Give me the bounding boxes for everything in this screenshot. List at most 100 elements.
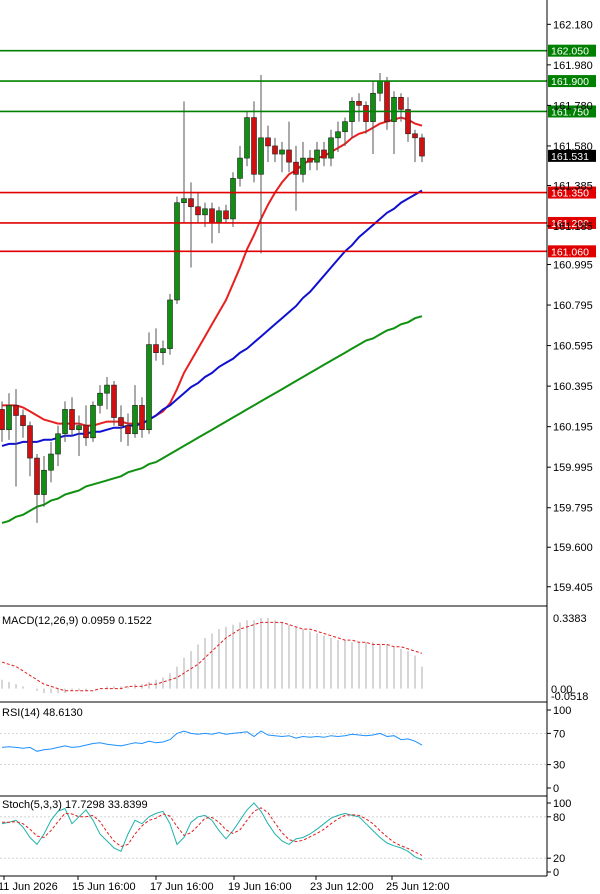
time-tick-label: 11 Jun 2026 bbox=[0, 881, 58, 893]
candle-body bbox=[55, 433, 61, 455]
level-label-bg bbox=[548, 245, 596, 258]
level-label: 161.900 bbox=[551, 76, 589, 88]
current-price-bg bbox=[548, 149, 596, 162]
candle-body bbox=[76, 425, 82, 430]
macd-panel: MACD(12,26,9) 0.0959 0.1522 0.3383 0.00 … bbox=[1, 613, 588, 703]
price-panel[interactable]: 162.050 161.900 161.750 161.350 161.200 161.0… bbox=[0, 19, 596, 594]
stoch-tick-label: 80 bbox=[553, 812, 565, 824]
candle-body bbox=[244, 117, 250, 159]
macd-axis-zero: 0.00 bbox=[551, 684, 572, 696]
time-tick-label: 25 Jun 12:00 bbox=[386, 881, 450, 893]
candle-body bbox=[342, 121, 348, 133]
candle-body bbox=[223, 210, 229, 220]
time-tick-label: 17 Jun 16:00 bbox=[150, 881, 214, 893]
stoch-tick-label: 20 bbox=[553, 853, 565, 865]
level-label: 161.200 bbox=[551, 218, 589, 230]
candle-body bbox=[251, 117, 257, 175]
moving-average-line bbox=[1, 315, 423, 524]
candle-body bbox=[167, 299, 173, 349]
candle-body bbox=[307, 157, 313, 163]
candle-body bbox=[125, 425, 131, 435]
candle-body bbox=[195, 206, 201, 216]
price-tick-label: 161.980 bbox=[553, 60, 593, 72]
rsi-tick-label: 30 bbox=[553, 760, 565, 772]
candle-body bbox=[6, 405, 12, 430]
price-tick-label: 159.995 bbox=[553, 462, 593, 474]
candle-body bbox=[321, 149, 327, 159]
candle-body bbox=[258, 137, 264, 175]
candle-body bbox=[146, 344, 152, 430]
candle-body bbox=[181, 198, 187, 203]
level-label: 161.750 bbox=[551, 106, 589, 118]
price-tick-label: 162.180 bbox=[553, 19, 593, 31]
time-tick-label: 19 Jun 16:00 bbox=[228, 881, 292, 893]
price-tick-label: 161.780 bbox=[553, 100, 593, 112]
candle-body bbox=[335, 131, 341, 139]
candle-body bbox=[48, 453, 54, 471]
macd-label: MACD(12,26,9) 0.0959 0.1522 bbox=[2, 615, 152, 627]
level-label-bg bbox=[548, 105, 596, 118]
candle-body bbox=[20, 415, 26, 426]
time-axis: 11 Jun 2026 15 Jun 16:00 17 Jun 16:00 19 Ju… bbox=[0, 876, 450, 893]
candle-body bbox=[377, 80, 383, 94]
candle-body bbox=[27, 425, 33, 459]
price-tick-label: 161.185 bbox=[553, 221, 593, 233]
macd-axis-bottom: -0.0518 bbox=[551, 691, 588, 703]
stoch-tick-label: 0 bbox=[553, 867, 559, 879]
stoch-panel: Stoch(5,3,3) 17.7298 33.8399 100 80 20 0 bbox=[0, 798, 571, 879]
level-label-bg bbox=[548, 186, 596, 199]
candle-body bbox=[370, 92, 376, 122]
level-label-bg bbox=[548, 44, 596, 57]
level-label: 161.060 bbox=[551, 246, 589, 258]
price-axis: 162.180161.980161.780161.580161.385161.1… bbox=[547, 19, 596, 594]
stoch-tick-label: 100 bbox=[553, 798, 571, 810]
candle-body bbox=[83, 425, 89, 439]
rsi-line bbox=[1, 730, 423, 752]
rsi-series: 100 70 30 0 bbox=[0, 705, 571, 795]
candle-body bbox=[286, 149, 292, 163]
candle-body bbox=[328, 137, 334, 159]
time-tick-label: 23 Jun 12:00 bbox=[310, 881, 374, 893]
stoch-series: 100 80 20 0 bbox=[0, 798, 571, 879]
candle-body bbox=[69, 409, 75, 430]
current-price-label: 161.531 bbox=[551, 151, 589, 163]
candle-body bbox=[265, 137, 271, 147]
price-tick-label: 160.595 bbox=[553, 341, 593, 353]
candle-body bbox=[202, 208, 208, 216]
stoch-k-line bbox=[1, 802, 423, 861]
moving-average-line bbox=[1, 189, 423, 447]
candle-body bbox=[90, 405, 96, 439]
candle-body bbox=[209, 208, 215, 224]
price-tick-label: 159.795 bbox=[553, 503, 593, 515]
level-label: 161.350 bbox=[551, 188, 589, 200]
candle-body bbox=[363, 105, 369, 122]
price-tick-label: 161.385 bbox=[553, 180, 593, 192]
rsi-panel: RSI(14) 48.6130 100 70 30 0 bbox=[0, 705, 571, 795]
price-tick-label: 159.405 bbox=[553, 582, 593, 594]
rsi-tick-label: 70 bbox=[553, 728, 565, 740]
price-tick-label: 160.195 bbox=[553, 422, 593, 434]
candle-body bbox=[216, 210, 222, 224]
level-label: 162.050 bbox=[551, 46, 589, 58]
candle-body bbox=[279, 149, 285, 155]
candle-body bbox=[314, 149, 320, 163]
candle-body bbox=[384, 80, 390, 122]
horizontal-levels[interactable]: 162.050 161.900 161.750 161.350 161.200 161.0… bbox=[0, 44, 596, 259]
stoch-d-line bbox=[2, 807, 423, 856]
candle-body bbox=[160, 348, 166, 353]
macd-series bbox=[1, 618, 423, 693]
candle-body bbox=[118, 417, 124, 426]
candle-body bbox=[13, 405, 19, 416]
candle-body bbox=[132, 405, 138, 435]
candle-body bbox=[139, 405, 145, 430]
candle-body bbox=[419, 137, 425, 157]
candle-body bbox=[300, 157, 306, 175]
candle-body bbox=[293, 161, 299, 175]
macd-axis-top: 0.3383 bbox=[553, 613, 587, 625]
rsi-tick-label: 0 bbox=[553, 783, 559, 795]
candle-body bbox=[412, 133, 418, 139]
candle-body bbox=[104, 384, 110, 394]
rsi-label: RSI(14) 48.6130 bbox=[2, 707, 83, 719]
